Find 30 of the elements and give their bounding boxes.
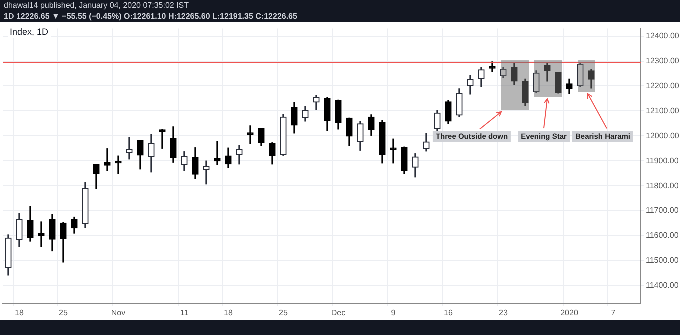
y-tick-label: 12400.00 — [646, 31, 680, 40]
candlestick — [104, 148, 111, 172]
y-tick-label: 11800.00 — [646, 181, 680, 190]
candlestick — [203, 160, 210, 185]
chart-subtitle: 1D 12226.65 ▼ −55.55 (−0.45%) O:12261.10 H:12265.60 L:12191.35 C:12226.65 — [4, 12, 298, 22]
x-tick-label: 11 — [180, 308, 190, 318]
x-tick-label: 25 — [59, 308, 68, 318]
y-tick-label: 12200.00 — [646, 81, 680, 90]
chart-title: Index, 1D — [8, 26, 51, 38]
x-tick-label: 18 — [224, 308, 234, 318]
y-tick-label: 12300.00 — [646, 56, 680, 66]
x-tick-label: 16 — [444, 308, 454, 318]
x-tick-label: Nov — [111, 308, 126, 318]
candlestick — [159, 129, 166, 149]
y-tick-label: 12100.00 — [646, 106, 680, 116]
x-tick-label: 7 — [611, 308, 616, 318]
x-tick-label: 2020 — [560, 308, 579, 318]
candlestick — [126, 137, 133, 160]
x-tick-label: Dec — [331, 308, 346, 318]
x-tick-label: 23 — [499, 308, 508, 318]
y-tick-label: 11500.00 — [646, 256, 680, 266]
text: dhawal14 published, January 04, 2020 07:35:02 IST — [4, 1, 190, 12]
x-tick-label: 9 — [391, 308, 396, 318]
y-tick-label: 12000.00 — [646, 131, 680, 140]
y-tick-label: 11700.00 — [646, 206, 680, 216]
x-tick-label: 25 — [279, 308, 288, 318]
x-tick-label: 18 — [15, 308, 24, 318]
y-tick-label: 11400.00 — [646, 281, 680, 290]
y-tick-label: 11900.00 — [646, 156, 680, 166]
y-tick-label: 11600.00 — [646, 231, 680, 240]
